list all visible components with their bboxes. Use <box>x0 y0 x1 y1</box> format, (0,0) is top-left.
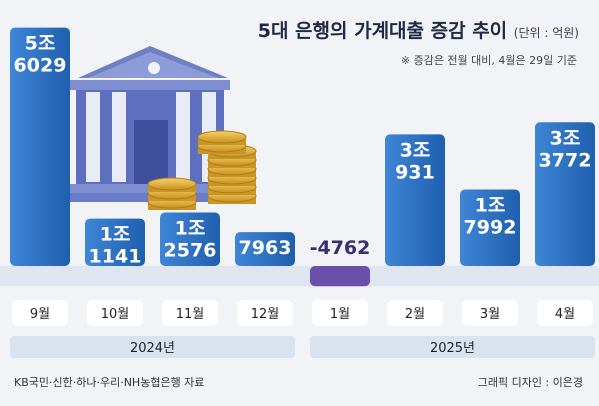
value-label: 3772 <box>539 149 592 171</box>
year-bands: 2024년 2025년 <box>10 336 595 358</box>
bar-10월 <box>85 218 145 266</box>
tick-label: 10월 <box>101 307 130 322</box>
year-label: 2025년 <box>430 341 475 356</box>
bar-3월 <box>460 189 520 266</box>
tick-label: 11월 <box>176 307 205 322</box>
bar-4월 <box>535 122 595 266</box>
bar-series <box>10 27 595 287</box>
tick-label: 1월 <box>330 307 350 322</box>
bar-1월 <box>310 266 370 287</box>
value-label: 1조 <box>475 194 506 216</box>
chart-note: ※ 증감은 전월 대비, 4월은 29일 기준 <box>400 54 577 67</box>
baseline-band <box>0 266 599 286</box>
month-pill <box>237 300 293 326</box>
month-pill <box>387 300 443 326</box>
value-label: 931 <box>395 161 435 183</box>
month-pill <box>462 300 518 326</box>
bar-11월 <box>160 212 220 266</box>
tick-label: 12월 <box>251 307 280 322</box>
bar-12월 <box>235 232 295 266</box>
tick-label: 2월 <box>405 307 425 322</box>
value-label: 3조 <box>550 127 581 149</box>
bar-9월 <box>10 27 70 267</box>
month-pill <box>12 300 68 326</box>
value-label: 5조 <box>25 33 56 55</box>
month-pill <box>162 300 218 326</box>
year-band <box>310 336 595 358</box>
value-label: 3조 <box>400 139 431 161</box>
tick-label: 9월 <box>30 307 50 322</box>
coin-stack-icon <box>147 130 257 210</box>
value-label: 7963 <box>239 237 292 259</box>
source-note: KB국민·신한·하나·우리·NH농협은행 자료 <box>14 376 205 389</box>
value-label: 2576 <box>164 239 217 261</box>
value-label: 6029 <box>14 55 67 77</box>
value-label: 1조 <box>175 217 206 239</box>
value-label: -4762 <box>310 237 371 259</box>
tick-label: 4월 <box>555 307 575 322</box>
value-label: 7992 <box>464 216 517 238</box>
value-label: 1조 <box>100 224 131 246</box>
graphic-credit: 그래픽 디자인 : 이은경 <box>477 376 583 389</box>
month-pill <box>87 300 143 326</box>
month-pill <box>537 300 593 326</box>
month-pill <box>312 300 368 326</box>
bar-2월 <box>385 134 445 266</box>
value-label: 1141 <box>89 246 142 268</box>
unit-label: (단위 : 억원) <box>513 26 579 40</box>
year-band <box>10 336 295 358</box>
month-pills: 9월 10월 11월 12월 1월 2월 3월 4월 <box>12 300 593 326</box>
year-label: 2024년 <box>130 341 175 356</box>
chart-title: 5대 은행의 가계대출 증감 추이 (단위 : 억원) <box>257 20 579 42</box>
tick-label: 3월 <box>480 307 500 322</box>
